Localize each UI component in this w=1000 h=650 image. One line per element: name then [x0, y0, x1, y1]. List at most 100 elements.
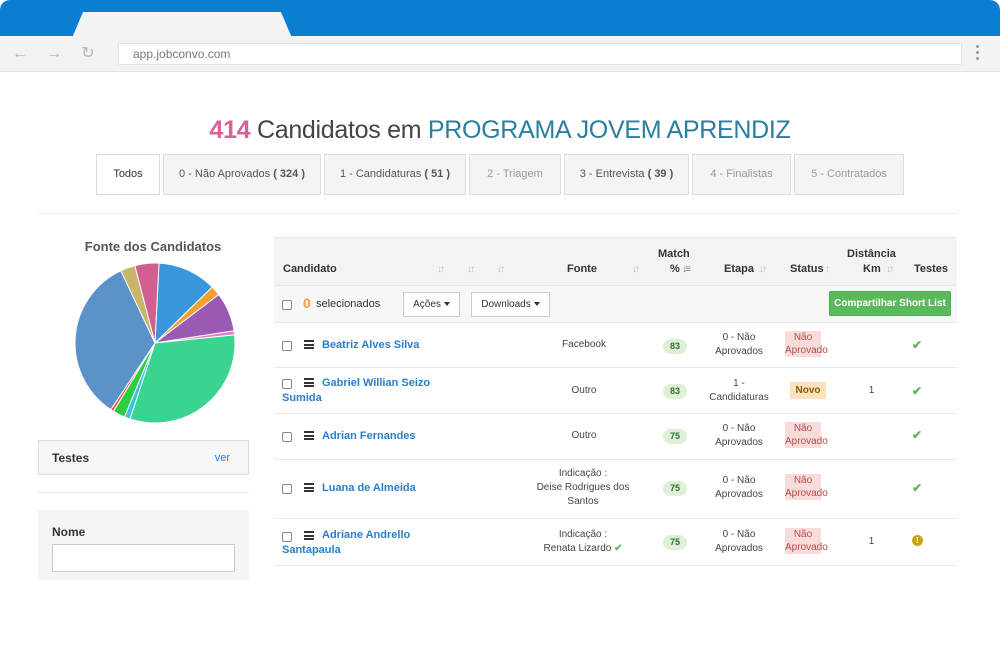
browser-tab[interactable]: [72, 12, 292, 38]
match-badge: 75: [663, 535, 687, 550]
table-row[interactable]: Adrian Fernandes Outro 75 0 - Não Aprovad…: [274, 414, 957, 460]
pie-slice-10[interactable]: [134, 262, 160, 344]
status-badge: Não Aprovado: [785, 331, 828, 357]
tab-triagem[interactable]: 2 - Triagem: [469, 154, 561, 195]
tests-panel: Testes ver: [38, 440, 249, 475]
forward-arrow-icon[interactable]: →: [46, 45, 62, 62]
tests-panel-title: Testes: [52, 451, 90, 465]
check-icon: ✔: [912, 384, 923, 398]
candidate-distance: 1: [868, 536, 875, 547]
source-pie-chart: [74, 262, 236, 424]
row-checkbox[interactable]: [282, 379, 292, 389]
sort-icon[interactable]: ↓↑: [497, 264, 505, 275]
row-checkbox[interactable]: [282, 532, 292, 542]
title-middle: Candidatos em: [256, 116, 422, 144]
row-checkbox[interactable]: [282, 341, 292, 351]
menu-kebab-icon[interactable]: [976, 45, 980, 63]
col-match[interactable]: Match: [658, 248, 690, 260]
candidate-stage: 0 - Não Aprovados: [715, 529, 763, 554]
pie-slice-8[interactable]: [74, 270, 156, 411]
status-badge: Não Aprovado: [785, 422, 828, 448]
candidate-name[interactable]: Adriane Andrello Santapaula: [282, 529, 411, 556]
reload-icon[interactable]: ↻: [81, 45, 95, 62]
list-icon[interactable]: [304, 431, 314, 440]
sort-icon[interactable]: ↓↑: [467, 264, 475, 275]
candidate-name[interactable]: Adrian Fernandes: [322, 430, 416, 442]
caret-down-icon: [443, 302, 450, 306]
match-badge: 75: [663, 481, 687, 496]
candidate-count: 414: [209, 116, 251, 144]
table-row[interactable]: Luana de Almeida Indicação : Deise Rodrig…: [274, 460, 957, 519]
tab-contratados[interactable]: 5 - Contratados: [794, 154, 904, 195]
tab-candidaturas[interactable]: 1 - Candidaturas ( 51 ): [324, 154, 466, 195]
actions-dropdown[interactable]: Ações: [403, 292, 460, 317]
candidate-source: Indicação : Deise Rodrigues dos Santos: [536, 468, 630, 507]
candidate-stage: 0 - Não Aprovados: [715, 423, 763, 448]
share-shortlist-button[interactable]: Compartilhar Short List: [829, 291, 951, 316]
tab-finalistas[interactable]: 4 - Finalistas: [692, 154, 791, 195]
check-icon: ✔: [912, 338, 923, 352]
list-icon[interactable]: [304, 483, 314, 492]
sort-icon[interactable]: ↓↑: [632, 264, 640, 275]
row-checkbox[interactable]: [282, 484, 292, 494]
tab-todos[interactable]: Todos: [96, 154, 160, 195]
downloads-dropdown[interactable]: Downloads: [471, 292, 550, 317]
list-icon[interactable]: [304, 378, 314, 387]
table-row[interactable]: Gabriel Willian Seizo Sumida Outro 83 1 -…: [274, 368, 957, 414]
tab-nao-aprovados[interactable]: 0 - Não Aprovados ( 324 ): [163, 154, 321, 195]
sort-icon[interactable]: ↓↑: [886, 264, 894, 275]
candidate-name[interactable]: Beatriz Alves Silva: [322, 339, 420, 351]
match-badge: 75: [663, 429, 687, 444]
list-icon[interactable]: [304, 340, 314, 349]
col-status[interactable]: Status: [790, 263, 824, 275]
sort-desc-icon[interactable]: ↓≡: [682, 264, 691, 275]
sort-icon[interactable]: ↑: [825, 264, 830, 275]
sort-icon[interactable]: ↓↑: [759, 264, 767, 275]
candidate-stage: 0 - Não Aprovados: [715, 475, 763, 500]
col-distance[interactable]: Distância: [847, 248, 896, 260]
candidate-stage: 1 - Candidaturas: [709, 378, 769, 403]
selected-count: 0: [303, 295, 311, 311]
candidate-name[interactable]: Gabriel Willian Seizo Sumida: [282, 377, 431, 404]
col-tests[interactable]: Testes: [914, 263, 949, 275]
divider: [38, 213, 958, 214]
list-icon[interactable]: [304, 531, 314, 540]
sort-icon[interactable]: ↓↑: [437, 264, 445, 275]
browser-toolbar: ← → ↻ app.jobconvo.com: [0, 36, 1000, 72]
col-candidate[interactable]: Candidato: [283, 263, 337, 275]
page-title: 414 Candidatos em PROGRAMA JOVEM APRENDI…: [0, 116, 1000, 145]
status-badge: Não Aprovado: [785, 528, 828, 554]
match-badge: 83: [663, 339, 687, 354]
col-source[interactable]: Fonte: [567, 263, 597, 275]
address-bar[interactable]: app.jobconvo.com: [118, 43, 962, 65]
tab-entrevista[interactable]: 3 - Entrevista ( 39 ): [564, 154, 689, 195]
pie-slice-4[interactable]: [129, 334, 236, 424]
candidate-source: Outro: [571, 430, 597, 441]
chart-title: Fonte dos Candidatos: [84, 239, 222, 254]
candidate-source: Outro: [571, 385, 597, 396]
select-all-checkbox[interactable]: [282, 300, 292, 310]
selected-label: selecionados: [316, 298, 381, 310]
col-match-percent[interactable]: %: [670, 263, 680, 275]
back-arrow-icon[interactable]: ←: [12, 45, 28, 62]
candidate-stage: 0 - Não Aprovados: [715, 332, 763, 357]
table-header: Candidato ↓↑ ↓↑ ↓↑ Fonte ↓↑ Match % ↓≡ E…: [274, 237, 957, 285]
col-stage[interactable]: Etapa: [724, 263, 754, 275]
match-badge: 83: [663, 384, 687, 399]
name-filter-label: Nome: [52, 525, 86, 539]
check-icon: ✔: [912, 428, 923, 442]
col-distance-km[interactable]: Km: [863, 263, 881, 275]
candidate-name[interactable]: Luana de Almeida: [322, 482, 416, 494]
name-filter-input[interactable]: [52, 544, 235, 572]
row-checkbox[interactable]: [282, 432, 292, 442]
check-icon: ✔: [912, 481, 923, 495]
candidates-table: Candidato ↓↑ ↓↑ ↓↑ Fonte ↓↑ Match % ↓≡ E…: [274, 237, 957, 566]
caret-down-icon: [533, 302, 540, 306]
table-toolbar: 0 selecionados Ações Downloads Compartil…: [274, 285, 957, 323]
tests-view-link[interactable]: ver: [214, 452, 230, 464]
table-row[interactable]: Beatriz Alves Silva Facebook 83 0 - Não A…: [274, 323, 957, 368]
warning-icon: !: [912, 535, 923, 546]
table-row[interactable]: Adriane Andrello Santapaula Indicação : Re…: [274, 519, 957, 566]
pie-slice-0[interactable]: [154, 262, 213, 345]
program-name: PROGRAMA JOVEM APRENDIZ: [427, 116, 791, 144]
